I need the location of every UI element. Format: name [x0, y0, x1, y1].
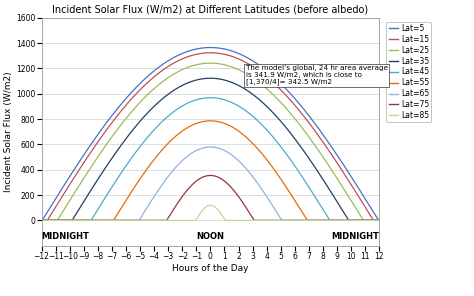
Y-axis label: Incident Solar Flux (W/m2): Incident Solar Flux (W/m2)	[4, 71, 13, 192]
Lat=35	[367, 218, 373, 222]
Lat=25	[39, 218, 45, 222]
Lat=75	[39, 218, 45, 222]
Lat=65	[376, 218, 382, 222]
Lat=65	[39, 218, 45, 222]
Lat=5	[56, 192, 62, 195]
Lat=25	[56, 216, 62, 220]
Lat=55	[208, 119, 213, 123]
Lat=35	[39, 218, 45, 222]
Line: Lat=15: Lat=15	[42, 53, 379, 220]
Lat=75	[366, 218, 372, 222]
Lat=85	[194, 217, 200, 220]
Lat=5	[203, 46, 209, 49]
Line: Lat=75: Lat=75	[42, 176, 379, 220]
Lat=55	[39, 218, 45, 222]
Lat=75	[194, 179, 200, 182]
Lat=15	[56, 200, 62, 204]
Line: Lat=65: Lat=65	[42, 147, 379, 220]
Lat=85	[367, 218, 373, 222]
Lat=5	[208, 46, 213, 49]
Lat=5	[367, 204, 373, 207]
Lat=55	[367, 218, 373, 222]
Lat=55	[56, 218, 62, 222]
Lat=15	[208, 51, 213, 54]
Lat=85	[39, 218, 45, 222]
Lat=85	[203, 205, 209, 209]
Lat=65	[208, 145, 213, 149]
Lat=15	[203, 51, 209, 55]
Lat=35	[203, 77, 209, 80]
Line: Lat=45: Lat=45	[42, 98, 379, 220]
Lat=75	[305, 218, 310, 222]
Lat=85	[376, 218, 382, 222]
Lat=35	[305, 155, 310, 158]
Lat=75	[203, 174, 209, 178]
Lat=15	[194, 52, 200, 56]
Lat=55	[194, 121, 200, 125]
Lat=35	[366, 218, 372, 222]
Lat=35	[194, 78, 200, 82]
Lat=85	[305, 218, 310, 222]
Lat=45	[376, 218, 382, 222]
Lat=65	[366, 218, 372, 222]
Line: Lat=85: Lat=85	[42, 205, 379, 220]
Line: Lat=35: Lat=35	[42, 78, 379, 220]
Lat=25	[367, 218, 373, 222]
Lat=65	[56, 218, 62, 222]
Legend: Lat=5, Lat=15, Lat=25, Lat=35, Lat=45, Lat=55, Lat=65, Lat=75, Lat=85: Lat=5, Lat=15, Lat=25, Lat=35, Lat=45, L…	[386, 22, 431, 123]
Lat=15	[367, 212, 373, 216]
Lat=25	[194, 63, 200, 66]
X-axis label: Hours of the Day: Hours of the Day	[172, 264, 249, 273]
Lat=55	[203, 119, 209, 123]
Lat=5	[366, 204, 372, 207]
Lat=35	[56, 218, 62, 222]
Lat=45	[305, 183, 310, 187]
Lat=45	[366, 218, 372, 222]
Lat=25	[203, 62, 209, 65]
Lat=45	[367, 218, 373, 222]
Lat=35	[376, 218, 382, 222]
Text: NOON: NOON	[196, 232, 224, 241]
Text: MIDNIGHT: MIDNIGHT	[331, 232, 379, 241]
Lat=25	[366, 218, 372, 222]
Lat=25	[376, 218, 382, 222]
Lat=55	[305, 218, 310, 222]
Lat=25	[208, 61, 213, 65]
Lat=45	[39, 218, 45, 222]
Lat=75	[376, 218, 382, 222]
Lat=35	[208, 76, 213, 80]
Lat=85	[208, 203, 213, 207]
Lat=55	[376, 218, 382, 222]
Lat=15	[376, 218, 382, 222]
Lat=85	[366, 218, 372, 222]
Lat=75	[208, 174, 213, 177]
Lat=15	[39, 218, 45, 222]
Line: Lat=5: Lat=5	[42, 48, 379, 220]
Lat=65	[203, 146, 209, 149]
Lat=65	[367, 218, 373, 222]
Lat=25	[305, 133, 310, 137]
Lat=45	[203, 96, 209, 100]
Lat=5	[39, 218, 45, 222]
Text: MIDNIGHT: MIDNIGHT	[42, 232, 90, 241]
Lat=5	[305, 112, 310, 116]
Lat=85	[56, 218, 62, 222]
Lat=65	[305, 218, 310, 222]
Lat=5	[194, 47, 200, 51]
Lat=5	[376, 218, 382, 222]
Lat=15	[366, 212, 372, 215]
Line: Lat=55: Lat=55	[42, 121, 379, 220]
Lat=45	[208, 96, 213, 99]
Line: Lat=25: Lat=25	[42, 63, 379, 220]
Lat=15	[305, 119, 310, 123]
Lat=75	[367, 218, 373, 222]
Lat=55	[366, 218, 372, 222]
Title: Incident Solar Flux (W/m2) at Different Latitudes (before albedo): Incident Solar Flux (W/m2) at Different …	[52, 4, 368, 14]
Lat=65	[194, 149, 200, 152]
Lat=75	[56, 218, 62, 222]
Lat=45	[56, 218, 62, 222]
Text: The model’s global, 24 hr area average
is 341.9 W/m2, which is close to
[1,370/4: The model’s global, 24 hr area average i…	[246, 65, 388, 85]
Lat=45	[194, 98, 200, 102]
